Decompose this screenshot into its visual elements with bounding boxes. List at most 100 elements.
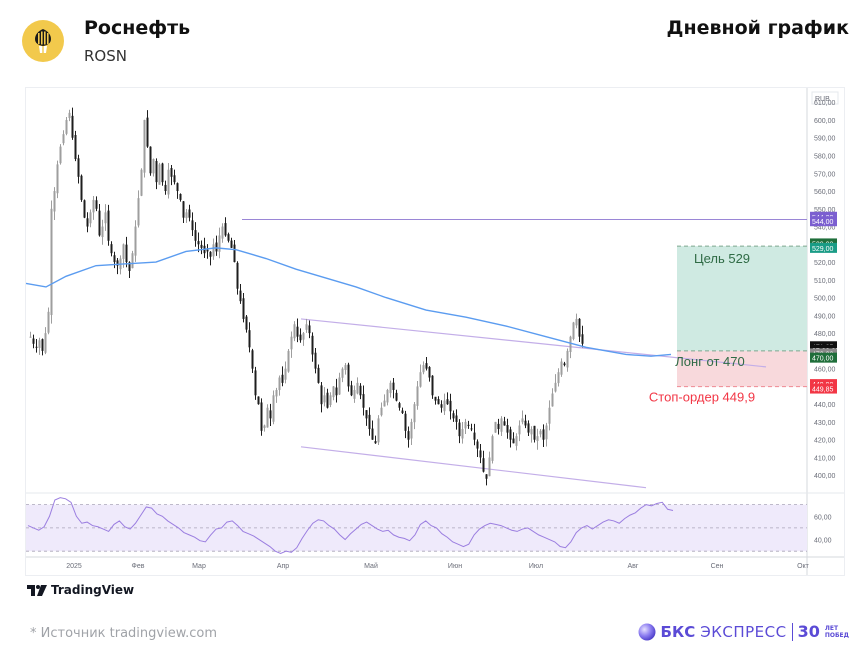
candle-body [311,335,314,355]
candle-body [476,441,479,449]
candle-body [407,431,410,440]
candle-body [182,201,185,218]
candle-body [443,400,446,412]
candle-body [62,134,65,144]
chart-frame[interactable]: Цель 529 Лонг от 470 Стоп-ордер 449,9 RUB 40… [25,87,845,576]
candle-body [47,311,50,333]
candle-body [35,346,38,348]
candle-body [374,441,377,444]
candle-body [560,361,563,375]
candle-body [563,363,566,366]
chart-type-title: Дневной график [666,17,849,39]
currency-box [811,91,839,105]
price-chart[interactable]: Цель 529 Лонг от 470 Стоп-ордер 449,9 RUB 40… [25,88,844,575]
candle-body [305,324,308,330]
candle-body [29,336,32,338]
currency-label: RUB [815,96,830,103]
candle-body [269,410,272,419]
candle-body [50,208,53,316]
rsi-tick: 40,00 [814,538,832,545]
candle-body [392,382,395,390]
brand-caption-2: ПОБЕД [824,631,849,639]
candle-body [245,316,248,330]
candle-body [500,418,503,432]
brand-years-caption: ЛЕТ ПОБЕД [825,625,849,639]
time-tick: Окт [797,563,810,570]
rsi-tick: 60,00 [814,514,832,521]
price-label-text: 529,00 [812,246,834,253]
candle-body [173,175,176,183]
candle-body [545,425,548,440]
tradingview-logo: TradingView [27,583,134,597]
candle-body [110,244,113,254]
candle-body [404,413,407,431]
candle-body [155,160,158,183]
candle-body [518,425,521,435]
candle-body [356,382,359,394]
candle-body [428,367,431,378]
candle-body [422,365,425,373]
candle-body [329,395,332,405]
candle-body [416,386,419,406]
candle-body [554,382,557,392]
candle-body [338,377,341,395]
candle-body [209,251,212,257]
candle-body [326,392,329,408]
time-tick: Фев [132,563,145,570]
candle-body [188,209,191,218]
candle-body [389,382,392,394]
candle-body [272,395,275,422]
candle-body [68,112,71,119]
candle-body [353,389,356,399]
candle-body [572,322,575,339]
candle-body [191,220,194,231]
candle-body [176,183,179,192]
candle-body [221,226,224,239]
candle-body [266,407,269,428]
price-tick: 580,00 [814,154,836,161]
tradingview-label: TradingView [51,583,135,597]
candle-body [569,336,572,353]
candle-body [194,230,197,241]
candle-body [77,158,80,177]
moving-average-line [25,247,672,357]
candle-body [350,385,353,396]
candle-body [425,363,428,369]
candle-body [227,234,230,241]
candle-body [446,399,449,405]
candle-body [215,242,218,252]
candle-body [281,374,284,383]
candle-body [158,164,161,185]
candle-body [131,253,134,269]
candle-body [551,393,554,407]
candle-body [53,191,56,212]
candle-body [233,244,236,263]
candle-body [458,422,461,437]
candle-body [434,396,437,401]
candle-body [275,389,278,397]
candle-body [299,334,302,341]
price-tick: 480,00 [814,331,836,338]
candle-body [371,428,374,440]
candle-body [170,168,173,177]
candle-body [347,364,350,387]
price-label-text: 470,00 [812,356,834,363]
candle-body [536,436,539,442]
candle-body [497,423,500,430]
candle-body [395,392,398,401]
candle-body [317,367,320,383]
candle-body [455,415,458,422]
rsi-line [27,497,674,555]
price-tick: 550,00 [814,207,836,214]
candle-body [137,198,140,226]
candle-body [557,372,560,384]
candle-body [44,333,47,353]
candle-body [242,298,245,319]
price-label-box [810,216,837,227]
candle-body [341,368,344,378]
candle-body [179,193,182,200]
candle-body [122,244,125,259]
candle-body [440,404,443,408]
candle-body [452,413,455,419]
candle-body [290,336,293,350]
